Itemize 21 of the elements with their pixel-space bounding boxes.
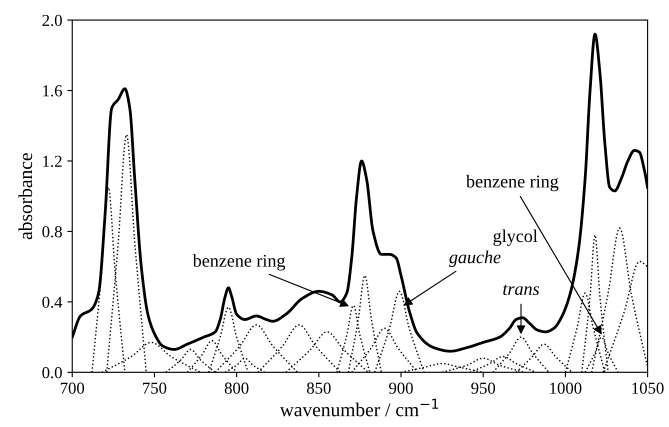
annotation: glycol	[493, 229, 538, 246]
y-tick-label: 1.6	[43, 85, 62, 97]
x-axis-title: wavenumber / cm$^{−1}$	[280, 398, 438, 416]
x-tick-label: 800	[224, 382, 248, 394]
x-tick-label: 950	[471, 382, 496, 394]
x-tick-label: 1000	[550, 382, 582, 394]
y-tick-label: 0.8	[42, 226, 62, 238]
x-tick-label: 1050	[632, 382, 664, 394]
x-tick-label: 900	[389, 382, 413, 394]
y-tick-label: 1.2	[43, 156, 62, 167]
y-tick-label: 0.4	[42, 296, 62, 308]
y-axis-title: absorbance	[18, 153, 32, 240]
x-tick-label: 750	[143, 382, 166, 394]
annotation: gauche	[448, 250, 501, 267]
y-tick-label: 2.0	[42, 14, 62, 26]
x-tick-label: 700	[60, 382, 84, 394]
y-tick-label: 0.0	[42, 367, 62, 378]
annotation: benzene ring	[466, 174, 558, 192]
annotation: trans	[503, 284, 540, 296]
annotation: benzene ring	[192, 254, 286, 271]
x-tick-label: 850	[306, 382, 331, 394]
